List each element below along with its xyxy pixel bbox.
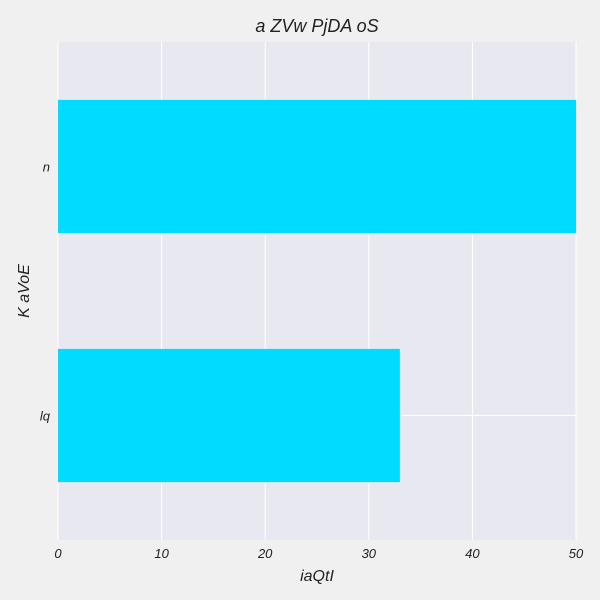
y-tick-labels: n lq (40, 160, 51, 424)
bar-n (58, 99, 576, 234)
x-tick-label: 50 (569, 546, 584, 561)
y-tick-label: lq (40, 409, 51, 424)
x-axis-label: iaQtI (300, 568, 334, 585)
y-tick-label: n (43, 160, 50, 175)
x-tick-label: 30 (362, 546, 377, 561)
x-tick-label: 40 (465, 546, 480, 561)
x-tick-label: 20 (257, 546, 273, 561)
x-tick-labels: 0 10 20 30 40 50 (54, 546, 584, 561)
y-axis-label: K aVoE (16, 264, 33, 318)
bar-lq (58, 348, 400, 483)
x-tick-label: 10 (154, 546, 169, 561)
x-tick-label: 0 (54, 546, 62, 561)
chart-title: a ZVw PjDA oS (255, 16, 378, 36)
bars (58, 99, 576, 483)
